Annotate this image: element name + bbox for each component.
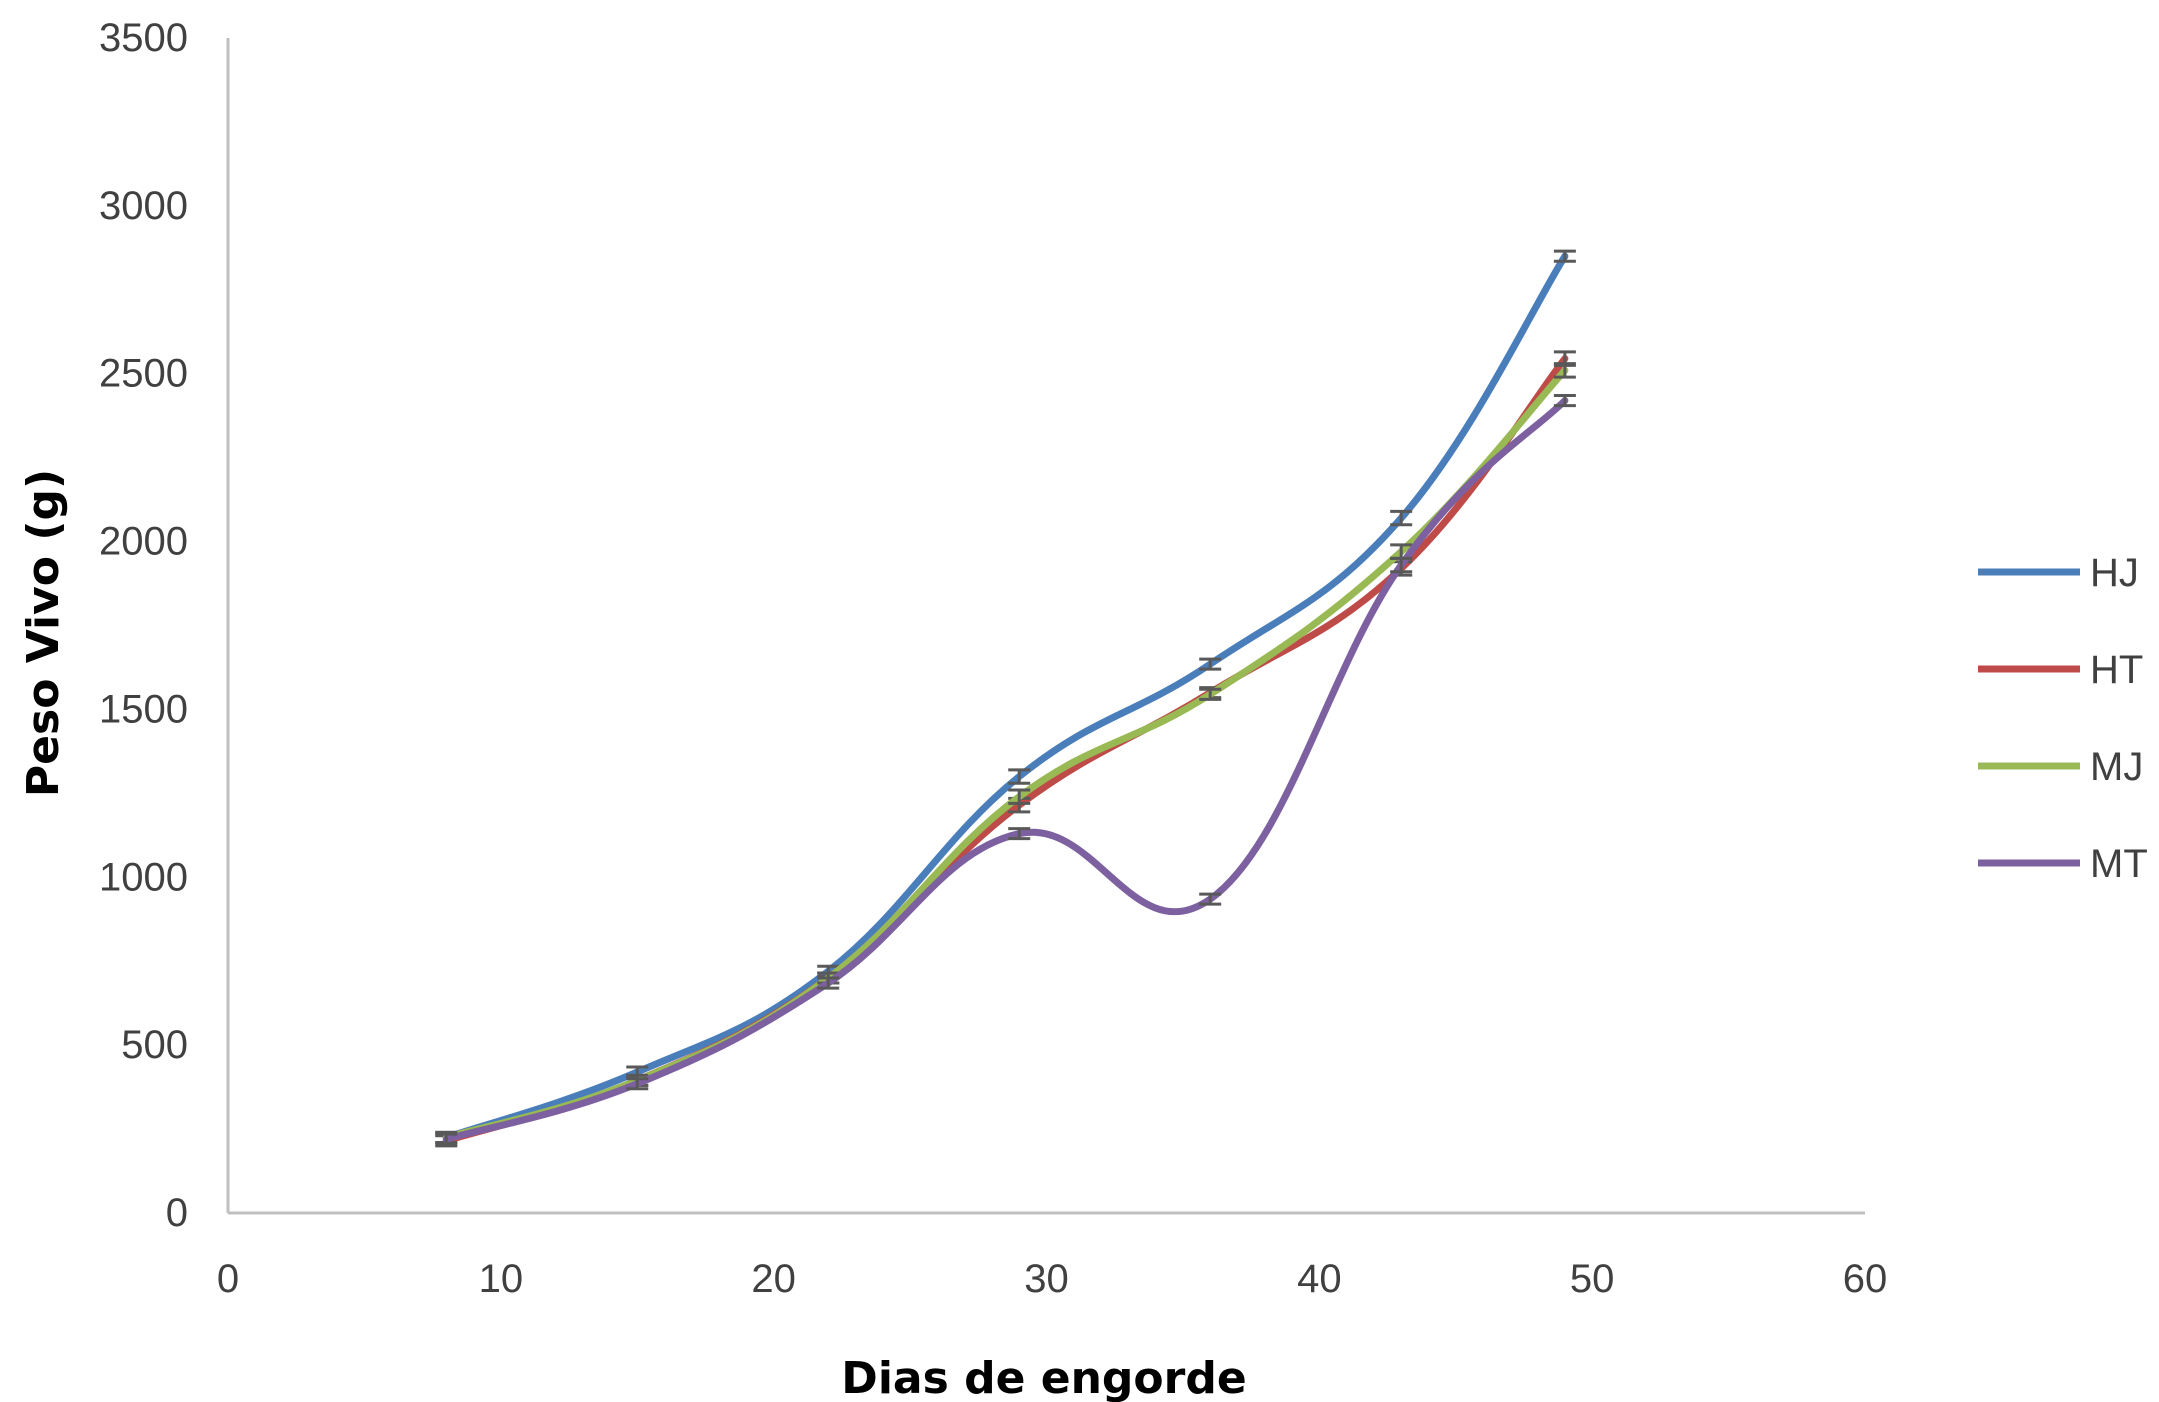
error-bar-mt [435,1132,458,1146]
x-tick-label: 40 [1297,1257,1342,1301]
y-tick-label: 500 [121,1023,188,1067]
y-axis-title: Peso Vivo (g) [18,469,69,797]
error-bar-mt [817,976,840,990]
error-bar-mj [1008,788,1031,805]
x-tick-label: 60 [1843,1257,1888,1301]
chart-axes: 0 10 20 30 40 50 60 0 500 1000 1500 2000 2500 3000 350… [99,16,1887,1301]
legend-item-ht: HT [1978,648,2143,692]
legend: HJ HT MJ MT [1978,551,2148,886]
error-bar-mt [1553,394,1576,408]
legend-label-mj: MJ [2090,745,2143,789]
error-bar-hj [1199,657,1222,671]
series-mj [435,362,1576,1144]
x-tick-label: 10 [479,1257,524,1301]
error-bar-mj [1199,687,1222,701]
x-tick-label: 30 [1024,1257,1069,1301]
series-ht [435,350,1576,1148]
y-tick-label: 3000 [99,184,188,228]
error-bar-hj [1390,509,1413,527]
error-bar-mt [626,1077,649,1091]
y-tick-label: 0 [166,1191,188,1235]
error-bar-mt [1390,556,1413,574]
error-bar-mj [1553,362,1576,379]
series-mt [435,394,1576,1146]
x-tick-label: 0 [217,1257,239,1301]
error-bar-mt [1008,827,1031,841]
series-hj [435,249,1576,1144]
x-tick-label: 50 [1570,1257,1615,1301]
error-bar-hj [1553,249,1576,263]
legend-item-mj: MJ [1978,745,2143,789]
y-tick-label: 1000 [99,855,188,899]
y-tick-label: 2000 [99,520,188,564]
y-tick-label: 3500 [99,16,188,60]
series-line-mj [442,366,1569,1141]
legend-label-ht: HT [2090,648,2143,692]
legend-item-mt: MT [1978,842,2148,886]
y-tick-label: 2500 [99,352,188,396]
error-bar-hj [1008,768,1031,785]
series-line-hj [442,252,1569,1141]
x-axis-title: Dias de engorde [841,1353,1246,1402]
error-bar-mt [1199,892,1222,906]
legend-label-hj: HJ [2090,551,2139,595]
series-layer [435,249,1576,1148]
legend-label-mt: MT [2090,842,2148,886]
series-line-ht [442,355,1569,1145]
legend-item-hj: HJ [1978,551,2139,595]
y-tick-label: 1500 [99,687,188,731]
x-tick-label: 20 [751,1257,796,1301]
